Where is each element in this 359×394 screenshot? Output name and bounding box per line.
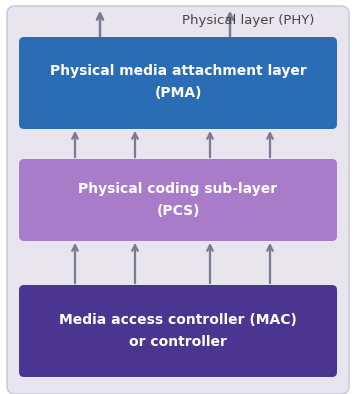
FancyBboxPatch shape — [19, 37, 337, 129]
Text: Physical media attachment layer: Physical media attachment layer — [50, 64, 306, 78]
Text: Physical layer (PHY): Physical layer (PHY) — [182, 13, 314, 26]
Text: (PCS): (PCS) — [156, 204, 200, 218]
Text: or controller: or controller — [129, 335, 227, 349]
Text: Media access controller (MAC): Media access controller (MAC) — [59, 313, 297, 327]
Text: (PMA): (PMA) — [154, 86, 202, 100]
Text: Physical coding sub-layer: Physical coding sub-layer — [78, 182, 278, 196]
FancyBboxPatch shape — [19, 285, 337, 377]
FancyBboxPatch shape — [19, 159, 337, 241]
FancyBboxPatch shape — [7, 6, 349, 394]
